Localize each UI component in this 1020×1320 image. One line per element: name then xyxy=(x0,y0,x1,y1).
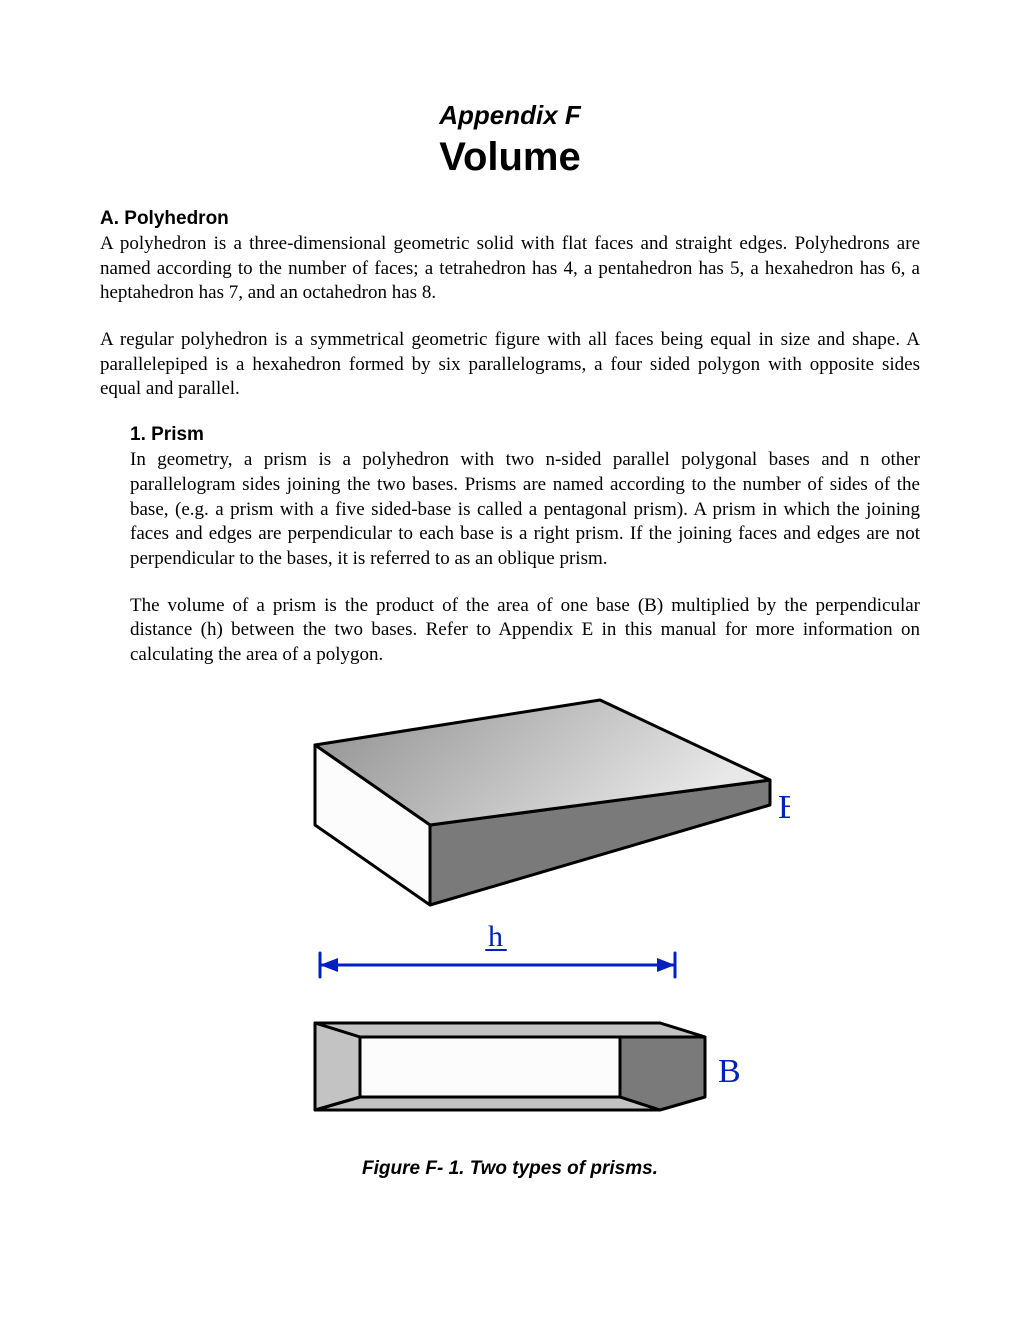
svg-text:h: h xyxy=(488,920,503,953)
subsection-1-heading: 1. Prism xyxy=(130,424,920,446)
page-title: Volume xyxy=(100,135,920,180)
prism-diagram: Bh B xyxy=(230,690,790,1150)
section-a-heading: A. Polyhedron xyxy=(100,208,920,230)
title-block: Appendix F Volume xyxy=(100,100,920,180)
figure-f1: Bh B Figure F- 1. Two types of prisms. xyxy=(100,690,920,1180)
section-a-para-1: A polyhedron is a three-dimensional geom… xyxy=(100,232,920,306)
svg-text:B: B xyxy=(718,1053,741,1090)
svg-text:B: B xyxy=(778,789,790,826)
section-a-para-2: A regular polyhedron is a symmetrical ge… xyxy=(100,328,920,402)
subsection-1: 1. Prism In geometry, a prism is a polyh… xyxy=(130,424,920,668)
subsection-1-para-2: The volume of a prism is the product of … xyxy=(130,594,920,668)
figure-f1-caption: Figure F- 1. Two types of prisms. xyxy=(100,1158,920,1180)
section-a: A. Polyhedron A polyhedron is a three-di… xyxy=(100,208,920,668)
appendix-label: Appendix F xyxy=(100,100,920,131)
subsection-1-para-1: In geometry, a prism is a polyhedron wit… xyxy=(130,448,920,571)
